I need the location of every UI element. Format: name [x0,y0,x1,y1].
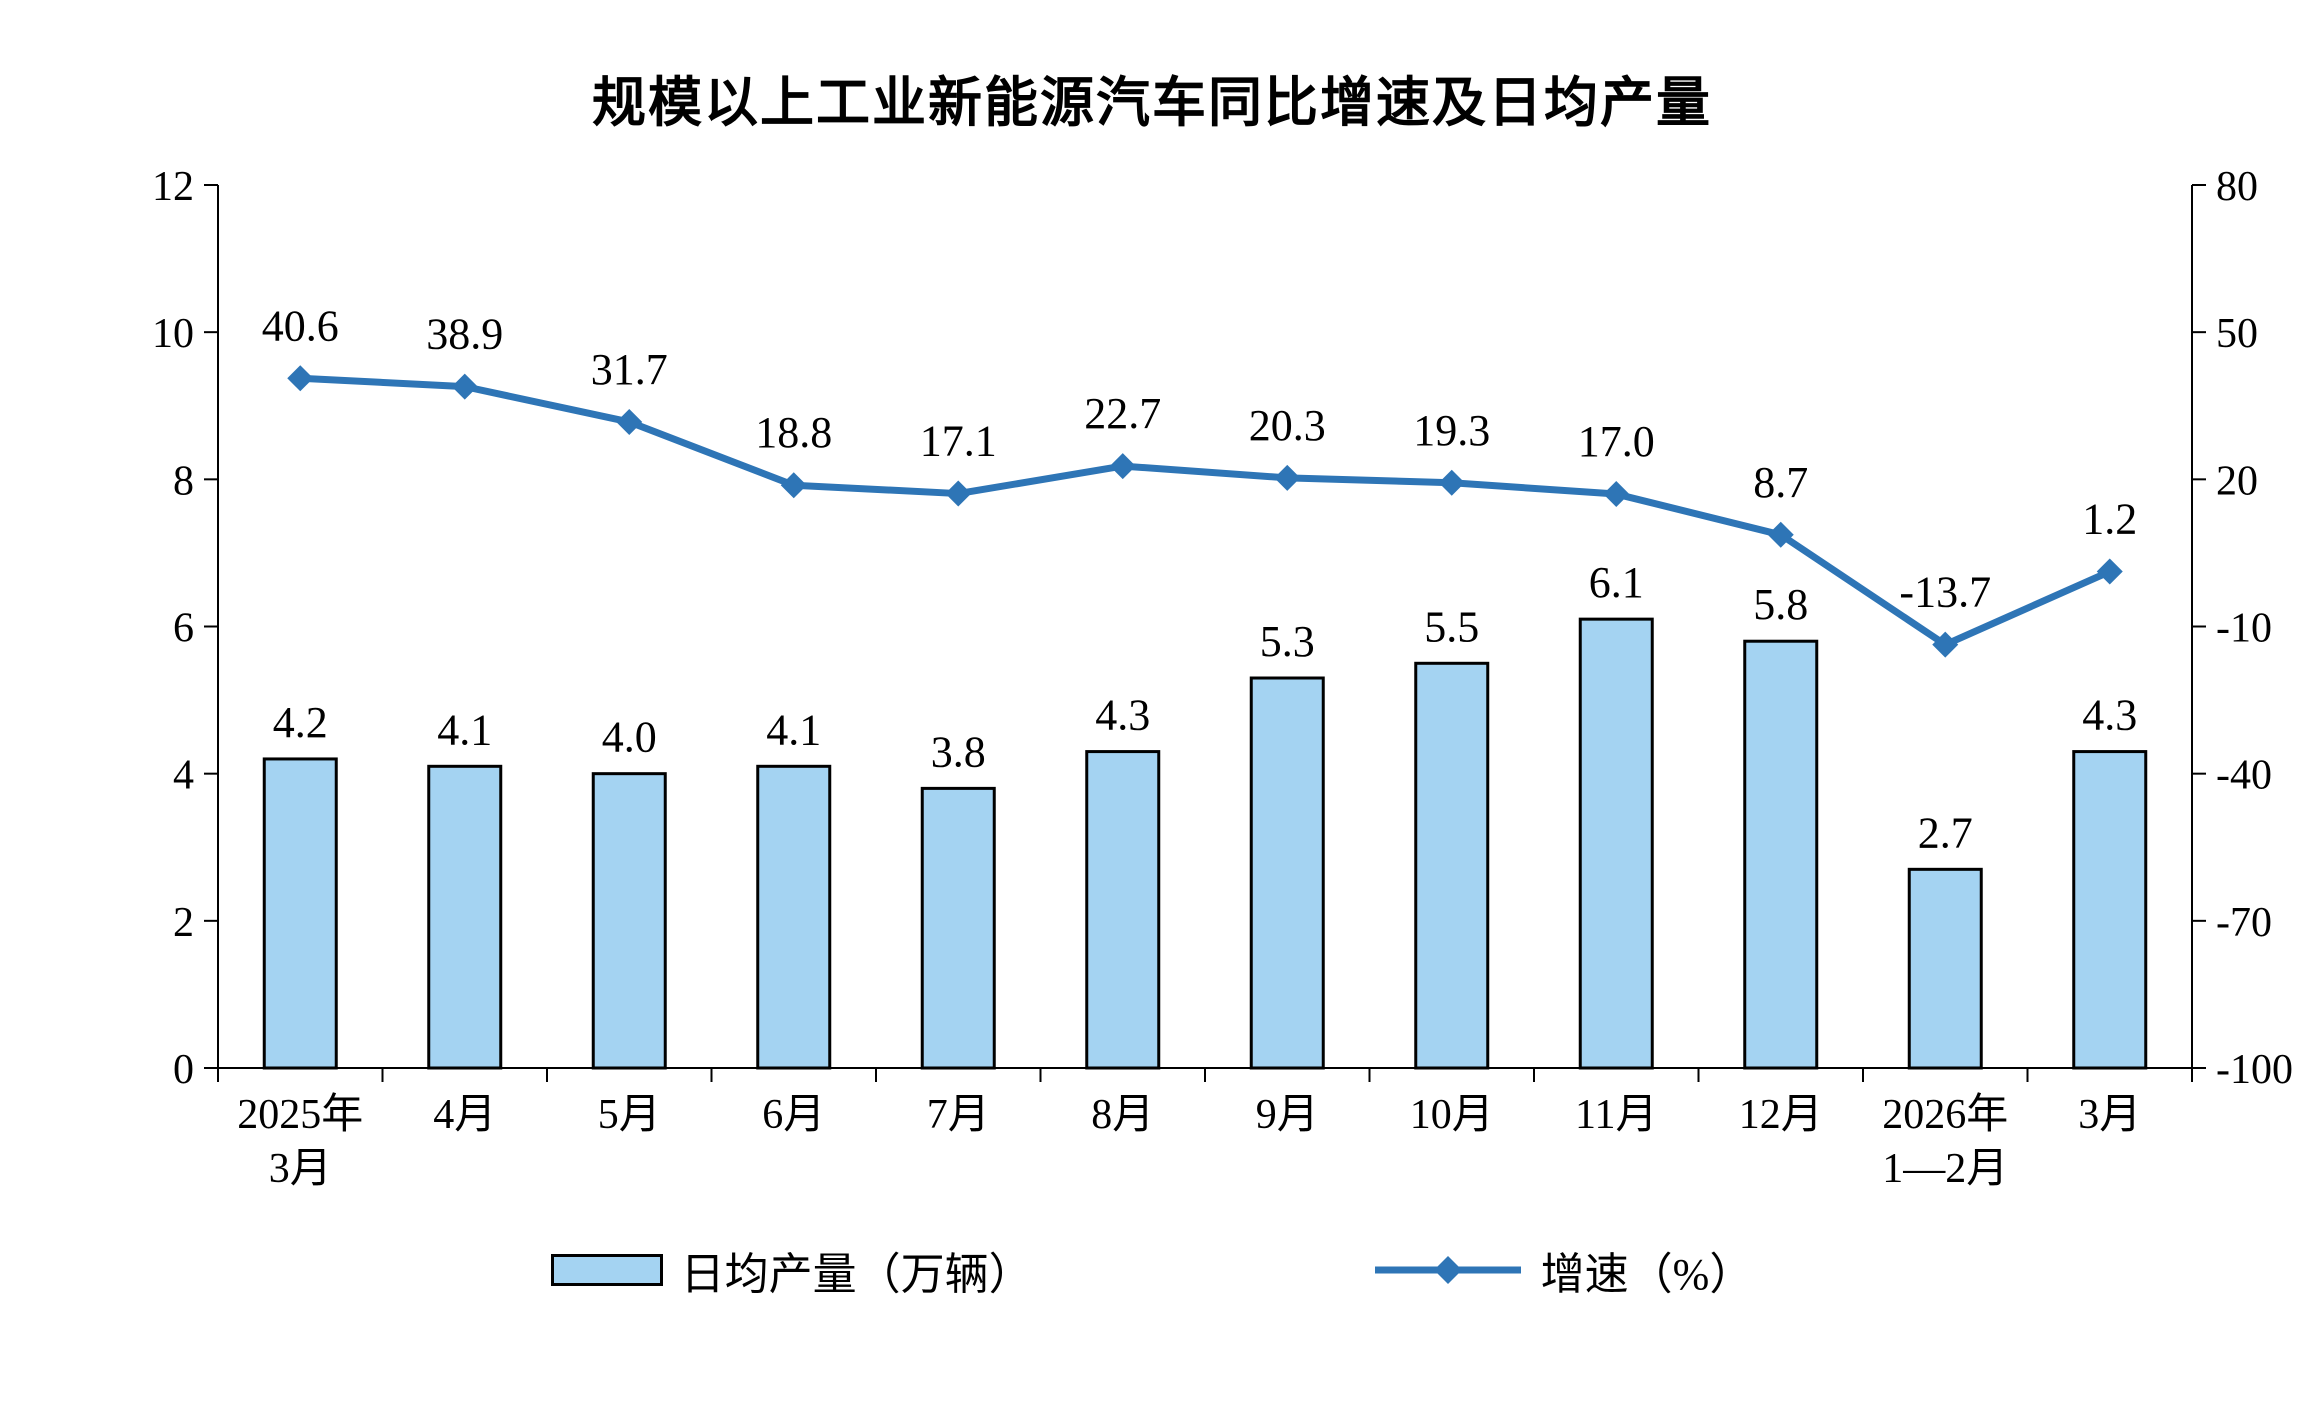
right-axis-tick-label: -40 [2216,753,2272,799]
left-axis-tick-label: 8 [173,458,194,504]
bar-legend-swatch [550,1254,663,1286]
line-value-label: 17.1 [920,417,997,466]
bar-value-label: 4.0 [602,713,657,762]
bar [427,764,503,1070]
line-value-label: 8.7 [1753,458,1808,507]
line-marker [945,480,972,507]
line-value-label: 17.0 [1578,417,1655,466]
x-category-label: 1—2月 [1882,1146,2008,1192]
bar [1249,676,1325,1070]
bar-value-label: 5.5 [1424,602,1479,651]
bar [262,757,338,1070]
chart-legend: 日均产量（万辆） 增速（%） [0,1238,2304,1302]
line-value-label: 40.6 [262,301,339,350]
bar [2072,750,2148,1070]
left-axis-tick-label: 2 [173,900,194,946]
line-marker [1767,521,1794,548]
x-category-label: 5月 [598,1092,661,1138]
right-axis-tick-label: 20 [2216,458,2258,504]
line-marker [2096,558,2123,585]
x-category-label: 3月 [269,1146,332,1192]
bar [1578,617,1654,1070]
right-axis-tick-label: -70 [2216,900,2272,946]
bar-value-label: 2.7 [1918,808,1973,857]
line-value-label: 19.3 [1413,406,1490,455]
line-value-label: 31.7 [591,345,668,394]
bar-value-label: 4.1 [766,705,821,754]
left-axis-tick-label: 0 [173,1047,194,1093]
line-legend-label: 增速（%） [1540,1250,1754,1299]
x-category-label: 12月 [1739,1092,1823,1138]
bar-value-label: 5.3 [1260,617,1315,666]
line-value-label: 22.7 [1084,389,1161,438]
line-value-label: 38.9 [426,310,503,359]
bar-value-label: 4.3 [1095,691,1150,740]
line-marker [616,408,643,435]
legend-item-bar: 日均产量（万辆） [550,1238,1033,1302]
line-value-label: 18.8 [755,408,832,457]
left-axis-tick-label: 10 [152,311,194,357]
line-marker [1438,469,1465,496]
x-category-label: 6月 [762,1092,825,1138]
x-category-label: 8月 [1091,1092,1154,1138]
bar [1907,867,1983,1070]
growth-line [296,374,2114,649]
right-axis-tick-label: -10 [2216,606,2272,652]
line-marker [1109,453,1136,480]
bar-value-label: 3.8 [931,727,986,776]
x-category-label: 2025年 [237,1091,363,1138]
bar [1743,639,1819,1070]
x-category-label: 3月 [2078,1092,2141,1138]
right-axis-tick-label: 50 [2216,311,2258,357]
x-category-label: 2026年 [1882,1091,2008,1138]
x-category-label: 11月 [1575,1092,1657,1138]
bar-legend-label: 日均产量（万辆） [680,1250,1033,1299]
bar [756,764,832,1070]
bar-value-label: 5.8 [1753,580,1808,629]
line-legend-swatch [1374,1256,1521,1284]
line-marker [1603,481,1630,508]
line-marker [287,365,314,392]
x-category-label: 9月 [1256,1092,1319,1138]
bar-value-label: 4.2 [273,698,328,747]
line-value-label: 1.2 [2082,495,2137,544]
legend-item-line: 增速（%） [1373,1238,1754,1302]
chart-title: 规模以上工业新能源汽车同比增速及日均产量 [592,73,1712,133]
line-marker [451,373,478,400]
x-category-label: 7月 [927,1092,990,1138]
right-axis-tick-label: -100 [2216,1047,2293,1093]
left-axis-tick-label: 6 [173,606,194,652]
left-axis-tick-label: 4 [173,753,194,799]
line-marker [1274,464,1301,491]
x-category-label: 4月 [433,1092,496,1138]
line-value-label: 20.3 [1249,401,1326,450]
bar-value-label: 4.1 [437,705,492,754]
legend-diamond-icon [1433,1256,1462,1284]
line-value-label: -13.7 [1899,568,1991,617]
bar [591,772,667,1070]
bar [1414,661,1490,1070]
bar-value-label: 4.3 [2082,691,2137,740]
bar [1085,750,1161,1070]
left-axis-tick-label: 12 [152,164,194,210]
right-axis-tick-label: 80 [2216,164,2258,210]
bar-value-label: 6.1 [1589,558,1644,607]
line-marker [780,472,807,499]
line-marker [1932,631,1959,658]
bar [920,786,996,1070]
x-category-label: 10月 [1410,1092,1494,1138]
